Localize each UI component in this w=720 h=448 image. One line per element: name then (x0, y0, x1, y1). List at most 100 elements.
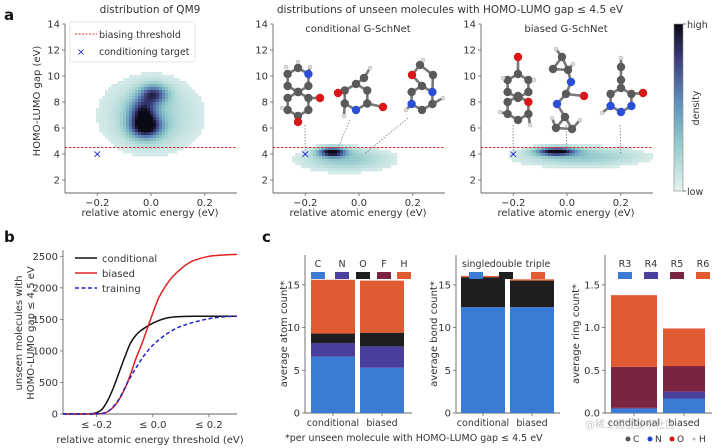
density-cell (186, 120, 190, 124)
density-cell (295, 156, 299, 160)
density-cell (536, 153, 540, 157)
density-cell (141, 150, 145, 154)
density-cell (165, 126, 169, 130)
y-axis-label: average atom count* (279, 281, 290, 387)
density-cell (611, 150, 615, 154)
density-cell (147, 135, 151, 139)
density-cell (171, 150, 175, 154)
density-cell (135, 99, 139, 103)
density-cell (593, 147, 597, 151)
density-cell (186, 114, 190, 118)
density-cell (156, 102, 160, 106)
density-cell (533, 153, 537, 157)
density-cell (563, 150, 567, 154)
density-cell (162, 102, 166, 106)
density-cell (141, 117, 145, 121)
density-cell (168, 105, 172, 109)
density-cell (328, 159, 332, 163)
atom-key-label-C: C (633, 435, 639, 445)
density-cell (186, 108, 190, 112)
density-cell (319, 150, 323, 154)
density-cell (150, 144, 154, 148)
density-cell (117, 90, 121, 94)
density-cell (123, 120, 127, 124)
density-cell (539, 150, 543, 154)
density-cell (566, 165, 570, 169)
density-cell (352, 168, 356, 172)
density-cell (168, 90, 172, 94)
density-cell (159, 144, 163, 148)
atom-C (524, 109, 533, 119)
density-cell (539, 144, 543, 148)
density-cell (171, 120, 175, 124)
density-cell (165, 117, 169, 121)
density-cell (355, 165, 359, 169)
density-cell (581, 162, 585, 166)
density-cell (117, 126, 121, 130)
density-cell (581, 147, 585, 151)
atom-O (579, 91, 589, 101)
density-cell (316, 150, 320, 154)
density-cell (171, 84, 175, 88)
density-cell (138, 135, 142, 139)
density-cell (156, 138, 160, 142)
density-cell (629, 162, 633, 166)
density-cell (361, 168, 365, 172)
density-cell (391, 156, 395, 160)
density-cell (162, 93, 166, 97)
density-cell (174, 120, 178, 124)
density-cell (527, 156, 531, 160)
density-cell (198, 99, 202, 103)
density-cell (186, 126, 190, 130)
density-cell (623, 153, 627, 157)
density-cell (102, 102, 106, 106)
density-cell (352, 162, 356, 166)
density-cell (611, 162, 615, 166)
density-cell (114, 132, 118, 136)
density-cell (295, 162, 299, 166)
legend-label-training: training (102, 284, 141, 295)
density-cell (126, 147, 130, 151)
conditioning-target-marker: × (509, 148, 518, 161)
density-cell (608, 159, 612, 163)
density-cell (385, 159, 389, 163)
density-cell (114, 144, 118, 148)
density-cell (135, 153, 139, 157)
density-cell (542, 159, 546, 163)
x-tick-label: −0.2 (293, 198, 317, 209)
atom-H (295, 59, 301, 65)
density-cell (150, 135, 154, 139)
density-cell (129, 120, 133, 124)
atom-C (283, 105, 292, 115)
density-cell (108, 120, 112, 124)
density-cell (201, 111, 205, 115)
atom-H (577, 117, 583, 123)
density-cell (614, 147, 618, 151)
density-cell (132, 75, 136, 79)
density-cell (162, 141, 166, 145)
density-cell (183, 102, 187, 106)
density-cell (337, 150, 341, 154)
density-cell (165, 123, 169, 127)
colorbar-gradient (673, 23, 684, 192)
density-cell (192, 114, 196, 118)
density-cell (195, 123, 199, 127)
density-cell (183, 96, 187, 100)
atom-H (497, 109, 503, 115)
density-cell (331, 159, 335, 163)
density-cell (129, 87, 133, 91)
density-cell (611, 156, 615, 160)
density-cell (180, 129, 184, 133)
density-cell (138, 96, 142, 100)
density-cell (346, 150, 350, 154)
density-cell (150, 72, 154, 76)
density-cell (117, 129, 121, 133)
density-cell (337, 162, 341, 166)
density-cell (361, 150, 365, 154)
density-cell (156, 90, 160, 94)
atom-C (407, 87, 416, 97)
density-cell (554, 165, 558, 169)
density-cell (120, 141, 124, 145)
density-cell (156, 84, 160, 88)
